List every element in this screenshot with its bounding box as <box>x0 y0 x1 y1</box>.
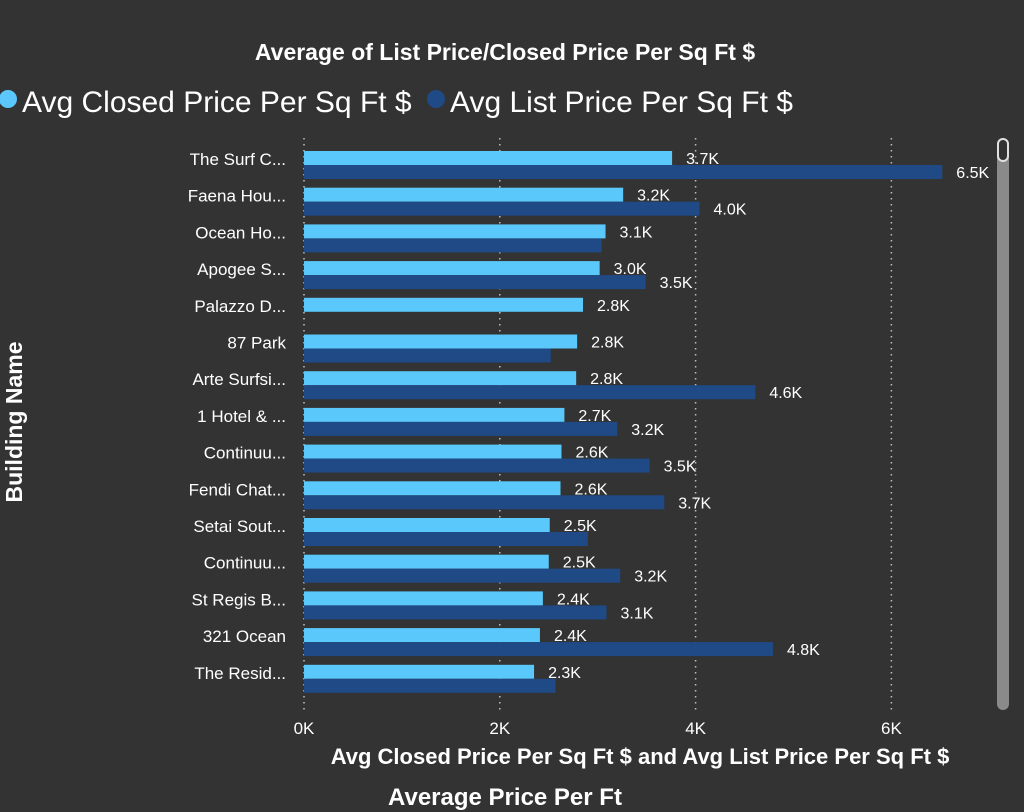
data-label: 4.6K <box>769 385 802 402</box>
bar-list[interactable] <box>304 605 607 620</box>
bar-list[interactable] <box>304 458 650 473</box>
bar-closed[interactable] <box>304 151 673 165</box>
vertical-scrollbar[interactable] <box>997 138 1009 710</box>
category-label: Ocean Ho... <box>195 223 286 242</box>
bar-closed[interactable] <box>304 224 606 239</box>
category-label: Fendi Chat... <box>189 480 286 499</box>
data-label: 3.7K <box>678 495 711 512</box>
bar-closed[interactable] <box>304 187 624 202</box>
category-label: Faena Hou... <box>188 187 286 206</box>
bar-closed[interactable] <box>304 407 565 422</box>
data-label: 3.2K <box>631 422 664 439</box>
bar-closed[interactable] <box>304 554 549 569</box>
bar-closed[interactable] <box>304 518 550 532</box>
bar-list[interactable] <box>304 678 556 693</box>
bar-list[interactable] <box>304 201 700 216</box>
bar-closed[interactable] <box>304 628 540 643</box>
chart-title: Average of List Price/Closed Price Per S… <box>255 39 755 65</box>
category-labels: The Surf C... Faena Hou... Ocean Ho... Apog… <box>188 150 287 683</box>
data-label: 3.2K <box>634 569 667 586</box>
bar-list[interactable] <box>304 348 551 363</box>
y-axis-label: Building Name <box>1 341 27 502</box>
bar-closed[interactable] <box>304 371 577 386</box>
bar-list[interactable] <box>304 642 773 657</box>
data-label: 2.5K <box>563 555 596 572</box>
legend-swatch-closed <box>0 90 17 108</box>
category-label: Continuu... <box>204 554 286 573</box>
category-label: 1 Hotel & ... <box>197 407 286 426</box>
data-label: 2.5K <box>564 518 597 535</box>
x-tick-label: 4K <box>685 719 706 738</box>
data-label: 2.8K <box>590 371 623 388</box>
category-label: 321 Ocean <box>203 627 286 646</box>
category-label: 87 Park <box>227 334 286 353</box>
data-label: 3.7K <box>686 151 719 168</box>
bar-closed[interactable] <box>304 334 578 349</box>
data-label: 2.8K <box>597 298 630 315</box>
data-labels: 3.7K 6.5K 3.2K 4.0K 3.1K 3.0K 3.5K 2.8K 2.8K 2.8K… <box>548 151 989 682</box>
bar-list[interactable] <box>304 165 943 179</box>
bar-list[interactable] <box>304 421 618 436</box>
x-tick-label: 6K <box>881 719 902 738</box>
x-tick-label: 0K <box>294 719 315 738</box>
x-tick-labels: 0K 2K 4K 6K <box>294 719 903 738</box>
category-label: The Surf C... <box>190 150 286 169</box>
bar-closed[interactable] <box>304 297 584 312</box>
data-label: 2.6K <box>574 481 607 498</box>
category-label: The Resid... <box>194 664 286 683</box>
data-label: 2.3K <box>548 665 581 682</box>
data-label: 4.0K <box>714 202 747 219</box>
legend-label-list: Avg List Price Per Sq Ft $ <box>450 86 793 119</box>
legend: Avg Closed Price Per Sq Ft $ Avg List Pr… <box>0 86 793 119</box>
data-label: 3.2K <box>637 188 670 205</box>
bar-list[interactable] <box>304 385 756 400</box>
bar-list[interactable] <box>304 238 602 253</box>
data-label: 3.5K <box>664 459 697 476</box>
category-label: Apogee S... <box>197 260 286 279</box>
data-label: 4.8K <box>787 642 820 659</box>
chart-subtitle: Average Price Per Ft <box>388 784 622 811</box>
bar-closed[interactable] <box>304 664 535 679</box>
bar-closed[interactable] <box>304 261 600 276</box>
data-label: 2.7K <box>578 408 611 425</box>
data-label: 3.1K <box>621 605 654 622</box>
bar-list[interactable] <box>304 568 621 583</box>
data-label: 3.0K <box>614 261 647 278</box>
data-label: 3.1K <box>620 224 653 241</box>
legend-label-closed: Avg Closed Price Per Sq Ft $ <box>22 86 412 119</box>
data-label: 2.4K <box>557 591 590 608</box>
category-label: Arte Surfsi... <box>192 370 286 389</box>
legend-swatch-list <box>427 90 445 108</box>
x-axis-label: Avg Closed Price Per Sq Ft $ and Avg Lis… <box>331 744 950 769</box>
data-label: 3.5K <box>660 275 693 292</box>
bar-closed[interactable] <box>304 481 561 496</box>
category-label: Continuu... <box>204 444 286 463</box>
data-label: 2.4K <box>554 628 587 645</box>
category-label: Palazzo D... <box>194 297 286 316</box>
bar-list[interactable] <box>304 532 588 546</box>
bar-closed[interactable] <box>304 444 562 459</box>
bar-list[interactable] <box>304 275 646 290</box>
category-label: Setai Sout... <box>193 517 286 536</box>
bar-list[interactable] <box>304 495 665 510</box>
bars <box>304 151 943 693</box>
scrollbar-thumb[interactable] <box>997 138 1009 162</box>
x-tick-label: 2K <box>489 719 510 738</box>
data-label: 2.6K <box>575 445 608 462</box>
category-label: St Regis B... <box>192 590 286 609</box>
data-label: 6.5K <box>956 165 989 182</box>
data-label: 2.8K <box>591 335 624 352</box>
bar-closed[interactable] <box>304 591 543 606</box>
